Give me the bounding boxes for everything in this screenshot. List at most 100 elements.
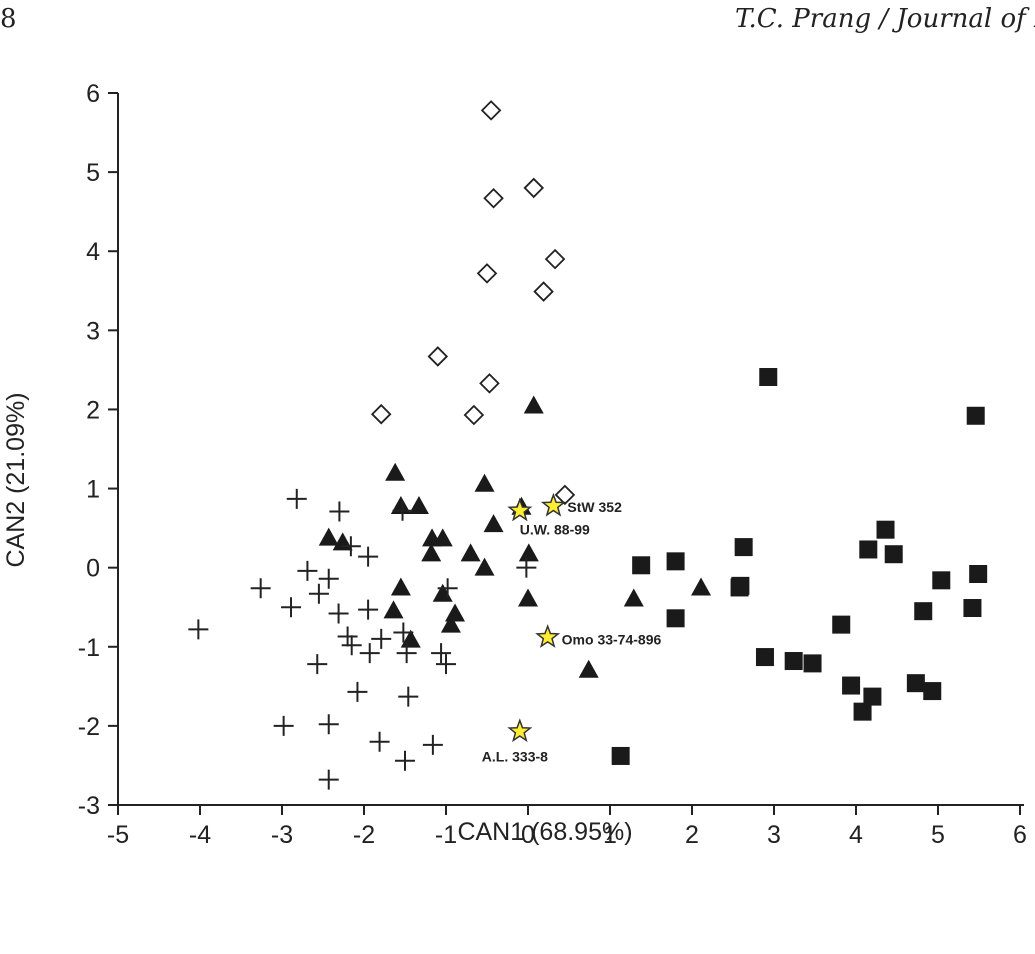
square-marker xyxy=(755,648,774,667)
square-marker xyxy=(734,538,753,557)
x-tick-label: 0 xyxy=(521,821,535,849)
triangle-marker xyxy=(460,543,481,562)
plus-marker xyxy=(307,654,328,675)
x-tick-label: -5 xyxy=(107,821,129,849)
data-points xyxy=(188,100,988,790)
square-marker xyxy=(803,654,822,673)
triangle-marker xyxy=(445,603,466,622)
diamond-marker xyxy=(463,404,485,426)
plus-marker xyxy=(341,635,362,656)
plus-marker xyxy=(273,715,294,736)
y-tick-label: -2 xyxy=(78,713,100,741)
plus-marker xyxy=(516,557,537,578)
plus-marker xyxy=(398,686,419,707)
x-tick-label: 6 xyxy=(1013,821,1027,849)
x-axis-title: CAN1 (68.95%) xyxy=(457,818,632,846)
square-marker xyxy=(932,571,951,590)
diamond-marker xyxy=(476,263,498,284)
triangle-marker xyxy=(318,527,339,546)
y-tick-label: -3 xyxy=(78,792,100,820)
diamond-marker xyxy=(533,281,554,302)
triangle-marker xyxy=(440,614,461,633)
x-tick-label: -2 xyxy=(353,821,375,849)
square-marker xyxy=(632,556,651,575)
plus-marker xyxy=(393,622,414,643)
plus-marker xyxy=(340,536,361,557)
star-marker xyxy=(507,718,533,743)
y-tick-label: 4 xyxy=(86,238,100,266)
square-marker xyxy=(923,682,942,701)
point-label: StW 352 xyxy=(567,499,622,515)
plus-marker xyxy=(281,597,302,618)
triangle-marker xyxy=(383,600,404,619)
plus-marker xyxy=(347,681,368,702)
plus-marker xyxy=(392,500,413,521)
triangle-marker xyxy=(390,577,411,596)
star-marker xyxy=(507,497,533,522)
square-marker xyxy=(666,609,685,628)
diamond-marker xyxy=(554,484,576,506)
page-number: 8 xyxy=(0,4,17,34)
square-marker xyxy=(784,652,803,671)
square-marker xyxy=(759,368,778,387)
y-tick-label: 3 xyxy=(86,317,100,345)
triangle-marker xyxy=(518,588,538,607)
plus-marker xyxy=(328,603,349,624)
triangle-marker xyxy=(432,583,453,602)
plus-marker xyxy=(318,769,339,790)
plus-marker xyxy=(286,488,307,509)
x-tick-label: 4 xyxy=(849,821,863,849)
x-tick-label: 3 xyxy=(767,821,781,849)
plus-marker xyxy=(297,560,318,581)
triangle-marker xyxy=(408,495,429,514)
square-marker xyxy=(876,520,895,539)
point-label: U.W. 88-99 xyxy=(520,522,590,538)
plus-marker xyxy=(358,599,379,620)
star-marker xyxy=(540,492,566,517)
point-label: Omo 33-74-896 xyxy=(562,631,662,647)
square-marker xyxy=(842,676,861,695)
square-marker xyxy=(969,564,988,583)
triangle-marker xyxy=(691,577,712,596)
diamond-marker xyxy=(480,100,502,121)
plus-marker xyxy=(437,578,458,599)
y-tick-label: 1 xyxy=(86,476,100,504)
diamond-marker xyxy=(370,403,392,425)
plus-marker xyxy=(395,750,415,771)
running-header: T.C. Prang / Journal of Hu xyxy=(735,4,1035,34)
x-tick-label: -4 xyxy=(189,821,211,849)
x-tick-label: 2 xyxy=(685,821,699,849)
square-marker xyxy=(666,552,685,571)
point-label: A.L. 333-8 xyxy=(482,748,548,764)
x-tick-label: -1 xyxy=(435,821,457,849)
plus-marker xyxy=(250,578,271,599)
plus-marker xyxy=(329,501,350,522)
star-marker xyxy=(535,624,561,648)
square-marker xyxy=(853,702,872,721)
triangle-marker xyxy=(474,557,495,576)
plus-marker xyxy=(431,643,452,664)
y-axis-title: CAN2 (21.09%) xyxy=(2,392,30,567)
y-tick-label: 2 xyxy=(86,396,100,424)
plus-marker xyxy=(188,619,209,640)
plus-marker xyxy=(371,628,392,649)
x-tick-label: -3 xyxy=(271,821,293,849)
plus-marker xyxy=(369,731,390,752)
plus-marker xyxy=(436,654,456,675)
square-marker xyxy=(884,545,903,564)
square-marker xyxy=(966,406,985,425)
square-marker xyxy=(963,599,982,618)
square-marker xyxy=(863,687,882,706)
point-annotations: StW 352 U.W. 88-99 Omo 33-74-896 A.L. 333-8 xyxy=(482,499,662,764)
plus-marker xyxy=(422,734,443,755)
axes: -5 -4 -3 -2 -1 0 1 2 3 4 5 6 -3 -2 -1 0 1 2 3 4 5 6 xyxy=(78,80,1027,849)
triangle-marker xyxy=(523,395,544,414)
plus-marker xyxy=(359,643,380,664)
y-tick-label: 5 xyxy=(86,159,100,187)
diamond-marker xyxy=(427,346,449,367)
plus-marker xyxy=(358,546,379,567)
plus-marker xyxy=(337,626,358,647)
y-tick-label: -1 xyxy=(78,634,100,662)
plus-marker xyxy=(308,583,329,604)
